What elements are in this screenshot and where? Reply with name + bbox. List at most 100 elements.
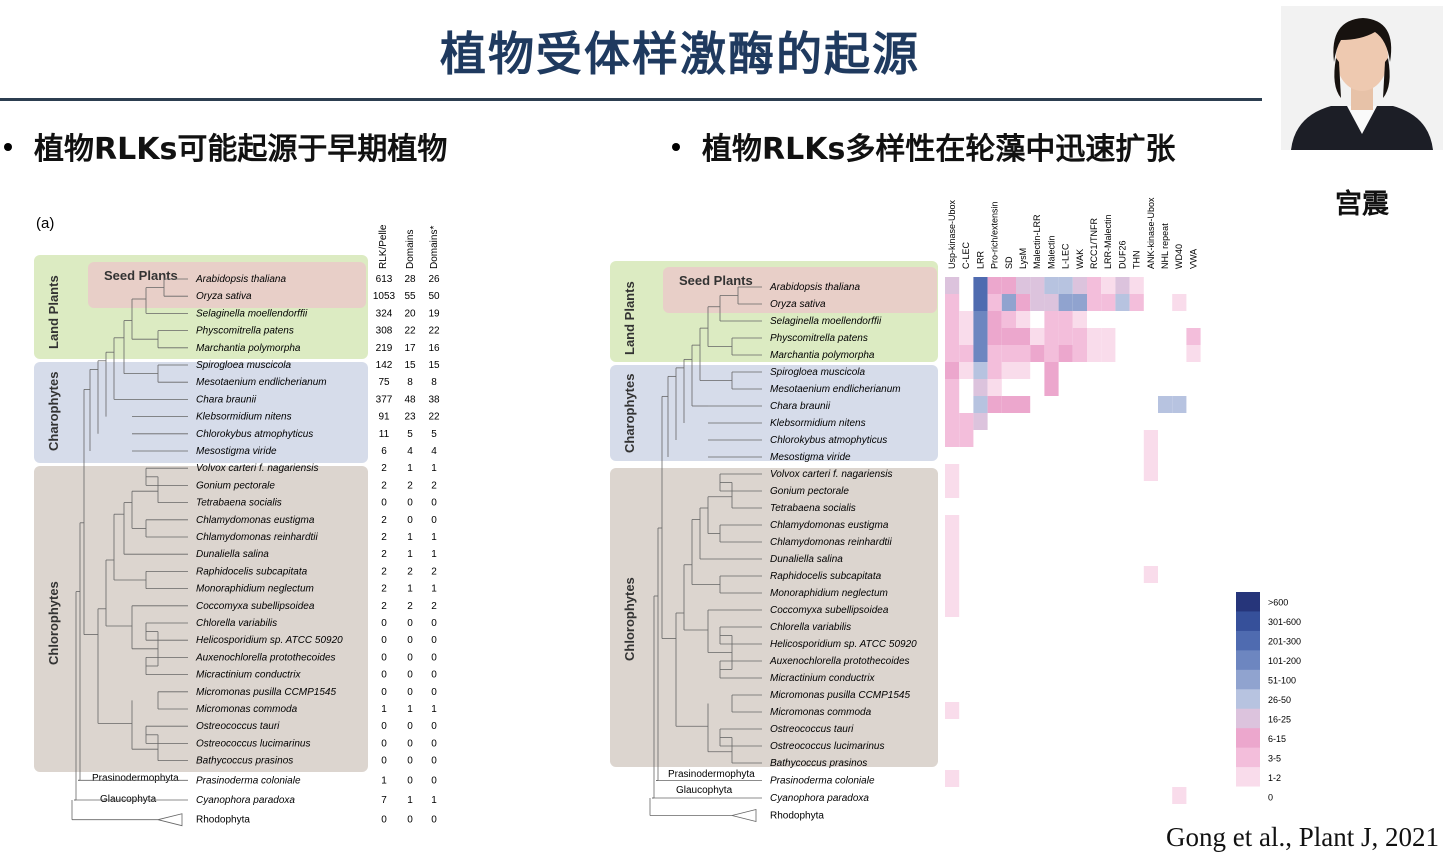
legend-label: 51-100 [1268, 676, 1296, 686]
count-cell: 0 [431, 775, 437, 786]
count-cell: 1 [407, 795, 413, 806]
heatmap-row-label: Chlamydomonas eustigma [770, 520, 889, 531]
heatmap-cell [945, 770, 960, 787]
heatmap-cell [987, 362, 1002, 379]
heatmap-cell [1058, 294, 1073, 311]
heatmap-cell [987, 277, 1002, 294]
species-name: Chlamydomonas reinhardtii [196, 532, 319, 543]
species-name: Gonium pectorale [196, 480, 275, 491]
count-cell: 5 [407, 429, 413, 440]
charophytes-label: Charophytes [46, 372, 61, 451]
count-cell: 7 [381, 795, 387, 806]
count-cell: 1 [431, 463, 437, 474]
heatmap-cell [1186, 345, 1201, 362]
heatmap-row-label: Micractinium conductrix [770, 673, 875, 684]
heatmap-col-label: ANK-kinase-Ubox [1146, 197, 1156, 269]
legend-label: 26-50 [1268, 695, 1291, 705]
species-name: Physcomitrella patens [196, 326, 294, 337]
legend-label: 201-300 [1268, 637, 1301, 647]
count-cell: 4 [431, 446, 437, 457]
heatmap-cell [1172, 396, 1187, 413]
count-cell: 0 [431, 670, 437, 681]
col-header-domains-star: Domains* [429, 226, 440, 269]
legend-swatch [1236, 786, 1260, 807]
count-cell: 0 [431, 515, 437, 526]
count-cell: 2 [381, 463, 387, 474]
count-cell: 48 [404, 394, 416, 405]
count-cell: 0 [431, 652, 437, 663]
glaucophyta-label: Glaucophyta [676, 785, 733, 796]
count-cell: 0 [431, 498, 437, 509]
count-cell: 2 [431, 566, 437, 577]
heatmap-cell [945, 430, 960, 447]
heatmap-row-label: Helicosporidium sp. ATCC 50920 [770, 639, 917, 650]
heatmap-cell [1044, 379, 1059, 396]
heatmap-cell [1186, 328, 1201, 345]
heatmap-cell [945, 702, 960, 719]
legend-swatch [1236, 669, 1260, 690]
heatmap-row-label: Physcomitrella patens [770, 333, 868, 344]
count-cell: 0 [381, 815, 387, 826]
count-cell: 6 [381, 446, 387, 457]
count-cell: 0 [381, 652, 387, 663]
count-cell: 17 [404, 343, 416, 354]
prasinodermophyta-label: Prasinodermophyta [92, 773, 179, 784]
heatmap-cell [959, 362, 974, 379]
count-cell: 0 [407, 515, 413, 526]
heatmap-col-label: Malectin-LRR [1032, 214, 1042, 269]
count-cell: 0 [381, 756, 387, 767]
heatmap-cell [987, 294, 1002, 311]
count-cell: 0 [407, 670, 413, 681]
count-cell: 26 [428, 274, 440, 285]
count-cell: 1 [407, 463, 413, 474]
heatmap-cell [945, 464, 960, 481]
heatmap-cell [1143, 464, 1158, 481]
heatmap-cell [1001, 311, 1016, 328]
count-cell: 0 [407, 815, 413, 826]
heatmap-cell [1072, 294, 1087, 311]
count-cell: 22 [404, 326, 416, 337]
heatmap-cell [959, 430, 974, 447]
species-name: Mesostigma viride [196, 446, 277, 457]
count-cell: 0 [407, 721, 413, 732]
species-name: Helicosporidium sp. ATCC 50920 [196, 635, 343, 646]
heatmap-cell [1001, 328, 1016, 345]
count-cell: 8 [431, 377, 437, 388]
heatmap-cell [1101, 277, 1116, 294]
heatmap-cell [945, 481, 960, 498]
chlorophytes-label: Chlorophytes [46, 581, 61, 665]
heatmap-cell [1044, 345, 1059, 362]
count-cell: 2 [381, 584, 387, 595]
heatmap-cell [945, 600, 960, 617]
heatmap-cell [1030, 277, 1045, 294]
figure-heatmap: Seed Plants Land Plants Charophytes Chlo… [610, 197, 1301, 823]
count-cell: 55 [404, 291, 416, 302]
heatmap-cell [1087, 277, 1102, 294]
heatmap-col-label: THN [1132, 251, 1142, 270]
species-name: Spirogloea muscicola [196, 360, 291, 371]
count-cell: 2 [381, 515, 387, 526]
count-cell: 16 [428, 343, 440, 354]
land-plants-label: Land Plants [46, 275, 61, 349]
count-cell: 1 [431, 795, 437, 806]
heatmap-cell [1030, 345, 1045, 362]
count-cell: 0 [407, 775, 413, 786]
heatmap-cell [987, 328, 1002, 345]
species-name: Chlamydomonas eustigma [196, 515, 315, 526]
species-name: Chara braunii [196, 394, 257, 405]
heatmap-cell [1001, 294, 1016, 311]
count-cell: 0 [431, 635, 437, 646]
legend-swatch [1236, 611, 1260, 632]
species-name: Micromonas commoda [196, 704, 298, 715]
species-name: Oryza sativa [196, 291, 252, 302]
count-cell: 377 [376, 394, 393, 405]
heatmap-cell [973, 328, 988, 345]
figure-a-phylogeny-table: (a) Seed Plants Land Plants Charophytes … [34, 215, 440, 827]
panel-label: (a) [36, 215, 54, 232]
heatmap-cell [945, 277, 960, 294]
heatmap-row-label: Rhodophyta [770, 811, 824, 822]
count-cell: 1 [431, 704, 437, 715]
col-header-domains: Domains [405, 230, 416, 269]
presenter-name: 宫震 [1335, 189, 1389, 220]
heatmap-cell [973, 379, 988, 396]
